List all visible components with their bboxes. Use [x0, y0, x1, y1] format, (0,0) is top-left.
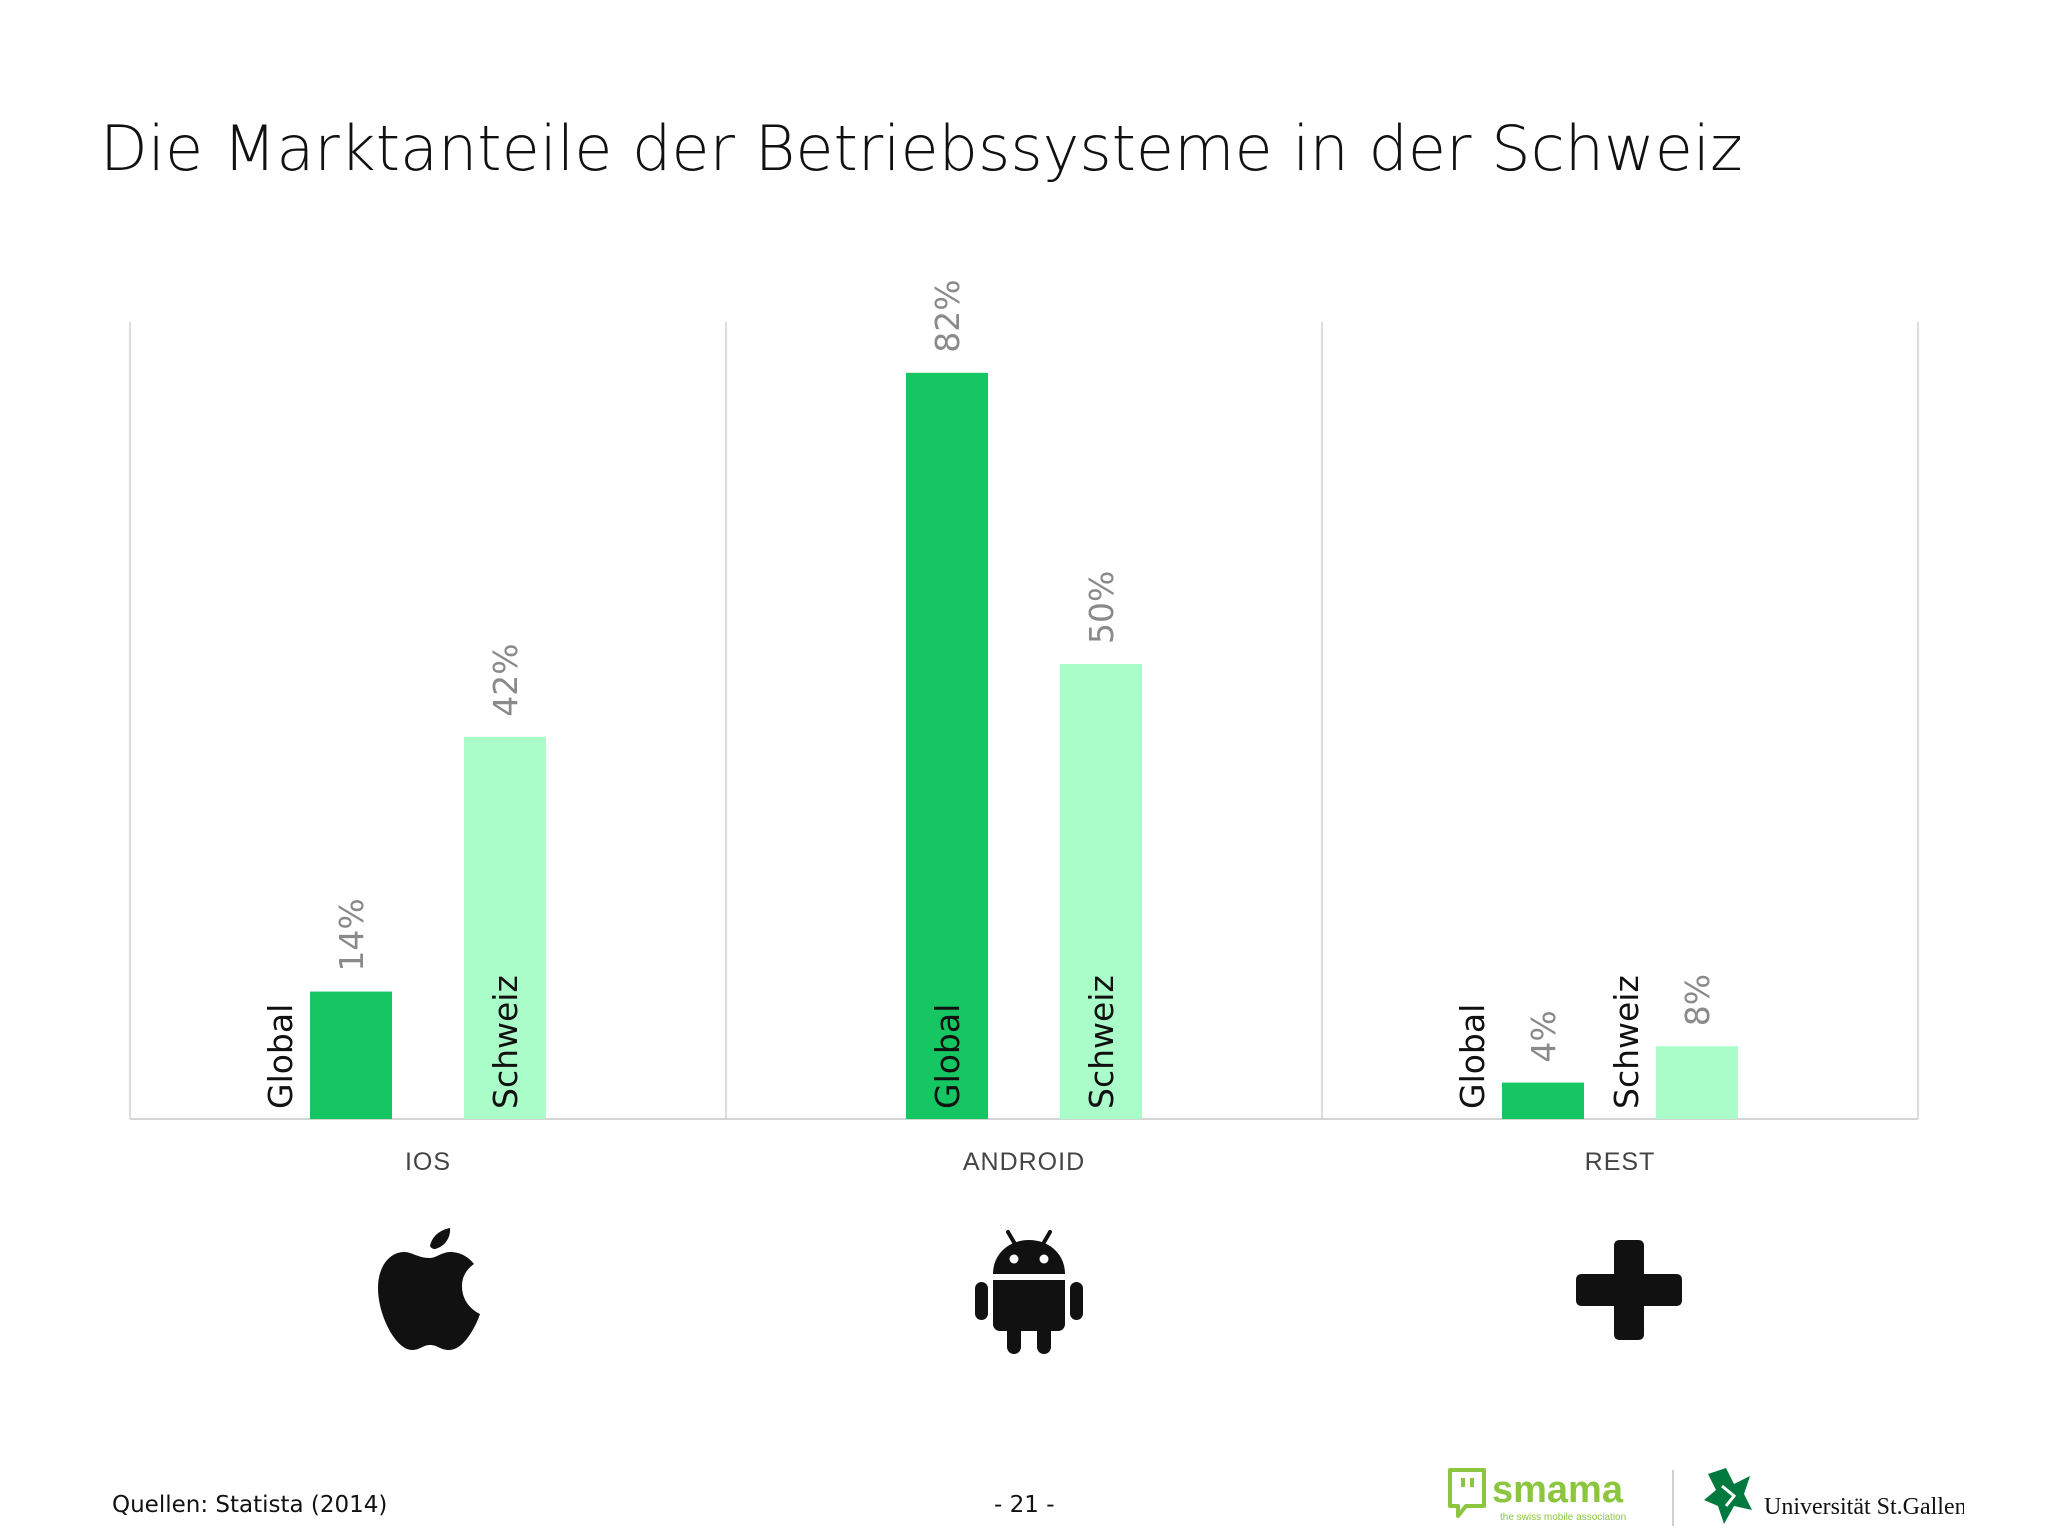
- series-label: Global: [928, 1004, 967, 1109]
- smama-tagline: the swiss mobile association: [1500, 1512, 1626, 1523]
- hsg-logo-text: Universität St.Gallen: [1764, 1494, 1964, 1520]
- category-label: ANDROID: [963, 1148, 1085, 1176]
- bar-global-android: [906, 372, 988, 1119]
- value-label: 8%: [1678, 974, 1717, 1026]
- value-label: 82%: [928, 279, 967, 352]
- footer-source: Quellen: Statista (2014): [112, 1492, 388, 1518]
- category-label: IOS: [405, 1148, 451, 1176]
- plus-icon: [1576, 1240, 1682, 1340]
- bar-schweiz-rest: [1656, 1046, 1738, 1119]
- smama-logo-text: smama: [1492, 1469, 1624, 1511]
- smama-logo: smama the swiss mobile association: [1448, 1468, 1626, 1523]
- value-label: 50%: [1082, 571, 1121, 644]
- logo-divider: [1672, 1470, 1674, 1526]
- value-label: 4%: [1524, 1010, 1563, 1062]
- apple-icon: [378, 1228, 480, 1350]
- series-label: Schweiz: [1607, 975, 1646, 1109]
- series-label: Schweiz: [1082, 975, 1121, 1109]
- value-label: 42%: [486, 643, 525, 716]
- series-label: Global: [261, 1004, 300, 1109]
- category-label: REST: [1585, 1148, 1656, 1176]
- series-label: Schweiz: [486, 975, 525, 1109]
- bar-schweiz-ios: [464, 736, 546, 1119]
- bar-global-ios: [310, 991, 392, 1119]
- value-label: 14%: [332, 898, 371, 971]
- bar-global-rest: [1502, 1082, 1584, 1119]
- android-icon: [975, 1230, 1083, 1354]
- hsg-logo: Universität St.Gallen: [1704, 1468, 1964, 1524]
- series-label: Global: [1453, 1004, 1492, 1109]
- slide-title: Die Marktanteile der Betriebssysteme in …: [100, 112, 1743, 185]
- page-number: - 21 -: [994, 1492, 1055, 1518]
- bar-schweiz-android: [1060, 664, 1142, 1119]
